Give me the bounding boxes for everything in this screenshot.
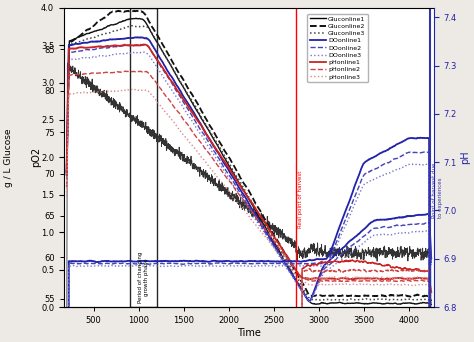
Y-axis label: pH: pH [460, 150, 470, 164]
Y-axis label: pO2: pO2 [31, 147, 42, 168]
Y-axis label: g / L Glucose: g / L Glucose [4, 128, 13, 187]
Text: Period of changing
growth phase: Period of changing growth phase [138, 251, 148, 303]
Text: Real point of harvest: Real point of harvest [298, 170, 303, 228]
X-axis label: Time: Time [237, 328, 261, 338]
Text: Point of harvest due
to experiences: Point of harvest due to experiences [432, 163, 443, 218]
Legend: Gluconline1, Gluconline2, Gluconline3, DOonline1, DOonline2, DOonline3, pHonline: Gluconline1, Gluconline2, Gluconline3, D… [308, 14, 368, 82]
Bar [130, 8, 156, 307]
